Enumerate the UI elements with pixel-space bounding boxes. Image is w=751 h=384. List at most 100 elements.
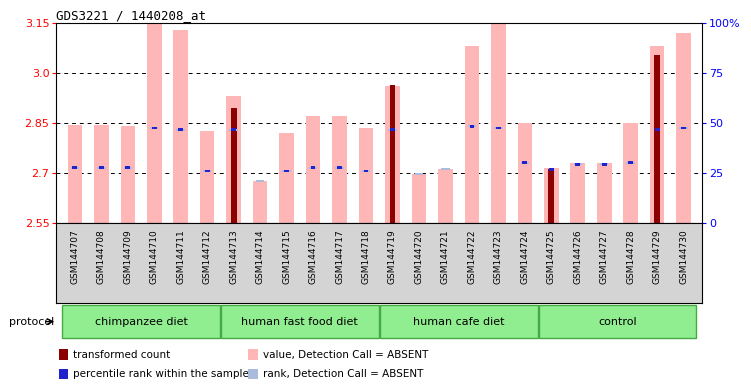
Bar <box>124 167 132 169</box>
Text: GSM144721: GSM144721 <box>441 229 450 284</box>
Bar <box>491 23 505 223</box>
FancyBboxPatch shape <box>221 305 379 338</box>
Bar <box>94 124 109 223</box>
Bar <box>231 108 237 223</box>
Text: GSM144723: GSM144723 <box>494 229 503 284</box>
Bar <box>311 167 315 169</box>
Text: percentile rank within the sample: percentile rank within the sample <box>74 369 249 379</box>
Text: GSM144717: GSM144717 <box>335 229 344 284</box>
Bar <box>200 131 215 223</box>
Bar <box>71 167 79 169</box>
Text: human cafe diet: human cafe diet <box>413 316 505 327</box>
Bar <box>520 162 529 164</box>
Bar <box>597 163 611 223</box>
Bar <box>363 170 369 172</box>
Bar <box>385 86 400 223</box>
Bar <box>626 162 635 164</box>
Text: GSM144719: GSM144719 <box>388 229 397 284</box>
Text: GSM144711: GSM144711 <box>176 229 185 284</box>
Bar <box>72 167 77 169</box>
Bar <box>623 123 638 223</box>
FancyBboxPatch shape <box>538 305 696 338</box>
Bar <box>441 169 450 170</box>
Bar <box>388 129 397 131</box>
Bar <box>629 162 633 164</box>
Bar <box>337 167 342 169</box>
Bar <box>147 0 161 223</box>
Text: rank, Detection Call = ABSENT: rank, Detection Call = ABSENT <box>263 369 423 379</box>
Bar <box>362 170 370 172</box>
Bar <box>279 133 294 223</box>
Bar <box>549 168 553 171</box>
Text: chimpanzee diet: chimpanzee diet <box>95 316 188 327</box>
Text: GSM144718: GSM144718 <box>361 229 370 284</box>
Bar <box>574 164 582 166</box>
Bar <box>203 170 212 172</box>
Bar <box>282 170 291 172</box>
Text: GSM144720: GSM144720 <box>415 229 424 284</box>
Bar <box>544 168 559 223</box>
Bar <box>176 129 185 131</box>
Bar <box>59 349 68 360</box>
Text: GSM144710: GSM144710 <box>149 229 158 284</box>
Bar <box>496 127 501 129</box>
Bar <box>150 127 158 129</box>
Bar <box>390 84 396 223</box>
Text: protocol: protocol <box>9 316 54 327</box>
Bar <box>390 128 395 131</box>
Text: GSM144714: GSM144714 <box>255 229 264 284</box>
Bar <box>468 125 476 127</box>
Bar <box>97 167 106 169</box>
Text: GSM144730: GSM144730 <box>679 229 688 284</box>
Bar <box>680 127 688 129</box>
Bar <box>230 129 238 131</box>
Bar <box>248 349 258 360</box>
Bar <box>256 180 264 182</box>
Text: GSM144707: GSM144707 <box>71 229 80 284</box>
Text: GSM144715: GSM144715 <box>282 229 291 284</box>
Text: GSM144709: GSM144709 <box>123 229 132 284</box>
Bar <box>600 164 608 166</box>
Text: GSM144726: GSM144726 <box>573 229 582 284</box>
Bar <box>494 127 502 129</box>
Bar <box>226 96 241 223</box>
Text: GDS3221 / 1440208_at: GDS3221 / 1440208_at <box>56 9 207 22</box>
Bar <box>654 55 660 223</box>
Bar <box>335 167 344 169</box>
Bar <box>517 123 532 223</box>
Bar <box>523 162 527 164</box>
Bar <box>120 126 135 223</box>
Bar <box>571 163 585 223</box>
FancyBboxPatch shape <box>380 305 538 338</box>
Text: GSM144708: GSM144708 <box>97 229 106 284</box>
Bar <box>306 116 321 223</box>
FancyBboxPatch shape <box>62 305 220 338</box>
Bar <box>465 46 479 223</box>
Bar <box>650 46 665 223</box>
Bar <box>681 127 686 129</box>
Bar <box>332 116 347 223</box>
Text: value, Detection Call = ABSENT: value, Detection Call = ABSENT <box>263 350 428 360</box>
Text: transformed count: transformed count <box>74 350 170 360</box>
Text: control: control <box>598 316 637 327</box>
Bar <box>575 163 581 166</box>
Text: GSM144722: GSM144722 <box>467 229 476 284</box>
Text: GSM144728: GSM144728 <box>626 229 635 284</box>
Text: GSM144729: GSM144729 <box>653 229 662 284</box>
Text: human fast food diet: human fast food diet <box>242 316 358 327</box>
Bar <box>173 30 188 223</box>
Bar <box>602 163 607 166</box>
Bar <box>309 167 318 169</box>
Bar <box>99 167 104 169</box>
Bar <box>125 167 130 169</box>
Text: GSM144724: GSM144724 <box>520 229 529 284</box>
Text: GSM144712: GSM144712 <box>203 229 212 284</box>
Bar <box>205 170 210 172</box>
Bar <box>248 369 258 379</box>
Bar <box>655 128 659 131</box>
Bar <box>253 181 267 223</box>
Bar <box>284 170 289 172</box>
Text: GSM144727: GSM144727 <box>600 229 609 284</box>
Bar <box>59 369 68 379</box>
Bar <box>469 125 475 127</box>
